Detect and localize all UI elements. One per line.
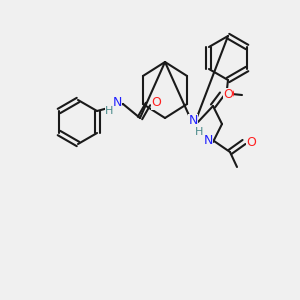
Text: N: N xyxy=(203,134,213,146)
Text: O: O xyxy=(151,97,161,110)
Text: N: N xyxy=(112,97,122,110)
Text: O: O xyxy=(223,88,233,101)
Text: H: H xyxy=(195,127,203,137)
Text: O: O xyxy=(246,136,256,148)
Text: O: O xyxy=(224,88,234,100)
Text: N: N xyxy=(188,113,198,127)
Text: H: H xyxy=(105,106,113,116)
